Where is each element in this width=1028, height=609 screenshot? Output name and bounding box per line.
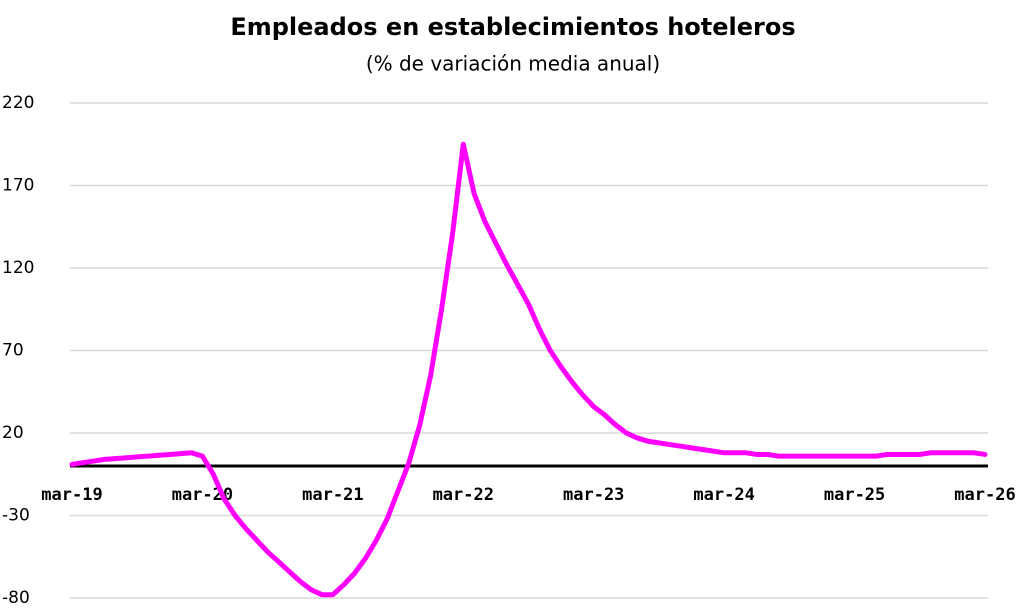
x-tick-label: mar-24 [693, 485, 754, 505]
chart-title: Empleados en establecimientos hoteleros [230, 13, 795, 41]
x-tick-label: mar-21 [302, 485, 363, 505]
x-tick-label: mar-25 [824, 485, 885, 505]
y-tick-label: 170 [2, 176, 34, 196]
x-tick-label: mar-23 [563, 485, 624, 505]
data-line [69, 141, 988, 598]
y-tick-label: -80 [2, 588, 30, 608]
chart-subtitle: (% de variación media anual) [366, 52, 660, 76]
y-tick-label: 20 [2, 423, 24, 443]
y-tick-label: 220 [2, 93, 34, 113]
x-tick-label: mar-22 [433, 485, 494, 505]
y-tick-label: 70 [2, 341, 24, 361]
x-tick-label: mar-26 [954, 485, 1015, 505]
y-tick-label: 120 [2, 258, 34, 278]
x-tick-label: mar-19 [41, 485, 102, 505]
y-tick-label: -30 [2, 506, 30, 526]
